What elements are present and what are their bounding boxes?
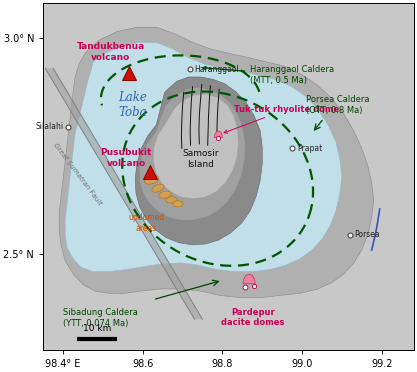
Polygon shape	[45, 68, 203, 319]
Text: Silalahi: Silalahi	[35, 122, 63, 131]
Text: Haranggaol: Haranggaol	[195, 65, 239, 74]
Polygon shape	[173, 201, 183, 207]
Polygon shape	[59, 27, 374, 298]
Text: Sibadung Caldera
(YTT, 0.074 Ma): Sibadung Caldera (YTT, 0.074 Ma)	[63, 308, 138, 328]
Polygon shape	[159, 191, 171, 198]
Polygon shape	[152, 184, 164, 192]
Text: Prapat: Prapat	[297, 144, 322, 153]
Polygon shape	[243, 274, 255, 284]
Text: Porsea Caldera
(OTT, 0.8 Ma): Porsea Caldera (OTT, 0.8 Ma)	[306, 95, 369, 115]
Text: Tandukbenua
volcano: Tandukbenua volcano	[77, 42, 145, 62]
Polygon shape	[65, 42, 342, 272]
Polygon shape	[140, 87, 245, 220]
Text: 10 km: 10 km	[83, 324, 111, 333]
Text: Great Sumatran Fault: Great Sumatran Fault	[52, 142, 103, 206]
Polygon shape	[166, 197, 177, 203]
Polygon shape	[286, 159, 318, 196]
Text: Porsea: Porsea	[354, 230, 380, 239]
Text: Lake
Toba: Lake Toba	[118, 91, 147, 119]
Text: Samosir
Island: Samosir Island	[182, 150, 219, 169]
Text: Haranggaol Caldera
(MTT, 0.5 Ma): Haranggaol Caldera (MTT, 0.5 Ma)	[203, 65, 334, 84]
Text: updomed
areas: updomed areas	[128, 213, 164, 232]
Polygon shape	[145, 176, 158, 184]
Text: Pardepur
dacite domes: Pardepur dacite domes	[221, 308, 285, 327]
Polygon shape	[214, 131, 222, 138]
Polygon shape	[135, 77, 262, 245]
Text: Pusubukit
volcano: Pusubukit volcano	[100, 148, 152, 168]
Polygon shape	[153, 94, 239, 199]
Text: Tuk-tuk rhyolite dome: Tuk-tuk rhyolite dome	[224, 105, 339, 133]
